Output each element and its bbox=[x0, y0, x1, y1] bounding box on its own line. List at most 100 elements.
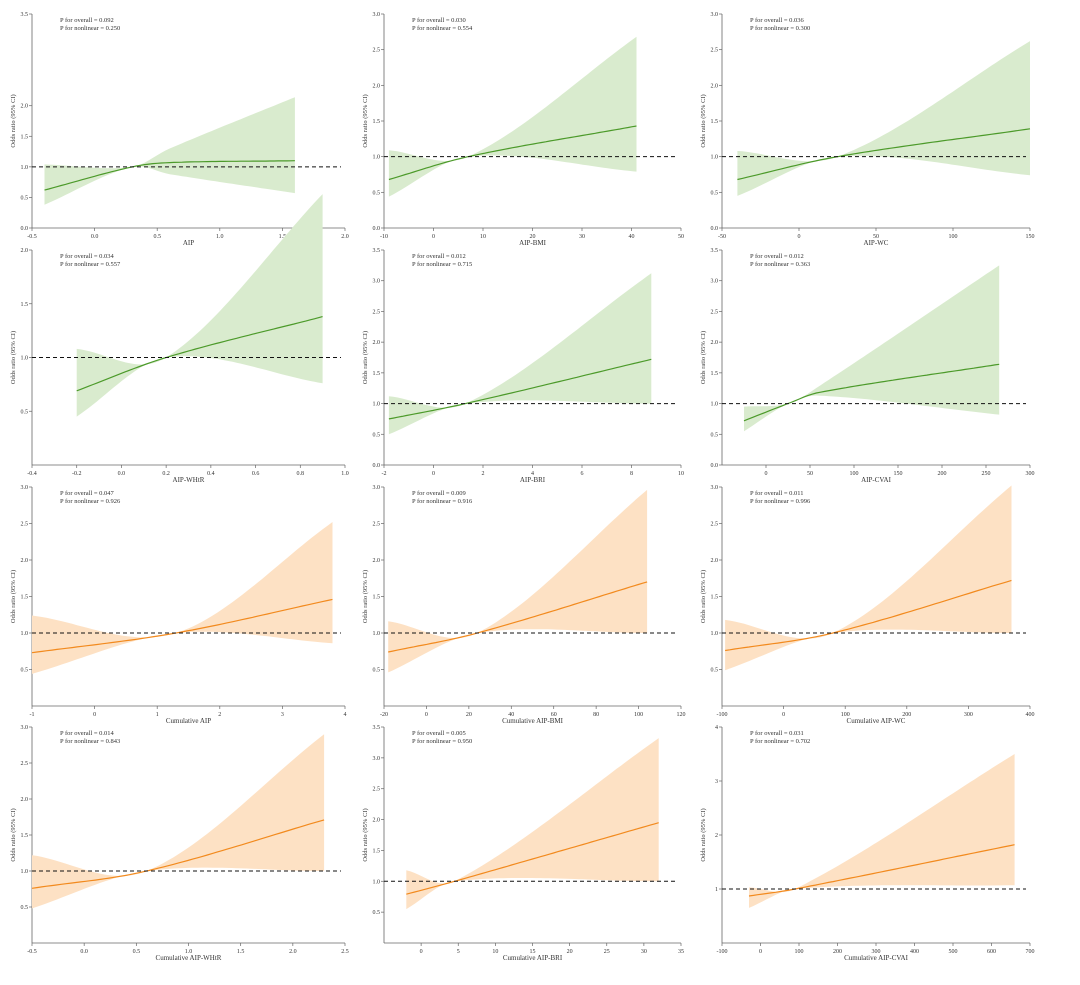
y-axis-label: Odds ratio (95% CI) bbox=[10, 331, 17, 384]
y-tick-label: 2.0 bbox=[711, 83, 719, 89]
y-axis-label: Odds ratio (95% CI) bbox=[700, 331, 707, 384]
x-tick-label: 200 bbox=[833, 949, 842, 955]
y-tick-label: 0.5 bbox=[21, 195, 29, 201]
x-tick-label: -0.5 bbox=[27, 949, 37, 955]
x-tick-label: 2.5 bbox=[341, 949, 349, 955]
x-tick-label: 0.5 bbox=[153, 234, 161, 240]
x-tick-label: 40 bbox=[629, 234, 635, 240]
ci-band bbox=[32, 522, 333, 674]
panel-12: -100 0 100 200 300 400 500 600 700 1 2 3 4 Cumulative… bbox=[700, 725, 1035, 962]
or-curve bbox=[31, 819, 325, 889]
x-tick-label: 120 bbox=[677, 712, 686, 718]
y-tick-label: 3 bbox=[715, 779, 718, 785]
y-tick-label: 1.5 bbox=[21, 833, 29, 839]
y-tick-label: 1.0 bbox=[373, 402, 381, 408]
y-tick-label: 2.0 bbox=[21, 104, 29, 110]
x-tick-label: 2.0 bbox=[341, 234, 349, 240]
x-tick-label: 15 bbox=[530, 949, 536, 955]
y-tick-label: 1.0 bbox=[711, 155, 719, 161]
x-tick-label: -2 bbox=[382, 471, 387, 477]
x-tick-label: 150 bbox=[894, 471, 903, 477]
x-tick-label: 50 bbox=[678, 234, 684, 240]
x-tick-label: 2.0 bbox=[289, 949, 297, 955]
x-axis-label: AIP-CVAI bbox=[861, 476, 891, 484]
panel-1: -0.5 0.0 0.5 1.0 1.5 2.0 0.0 0.5 1.0 1.5 2.0 3.5 AIP… bbox=[10, 12, 349, 247]
x-axis-label: Cumulative AIP-CVAI bbox=[844, 954, 909, 962]
y-tick-label: 2.5 bbox=[711, 48, 719, 54]
panel-9: -100 0 100 200 300 400 0.5 1.0 1.5 2.0 2.5 3.0 Cumul… bbox=[700, 485, 1035, 725]
ci-band bbox=[32, 734, 325, 909]
y-tick-label: 1.5 bbox=[373, 848, 381, 854]
p-nonlinear-text: P for nonlinear = 0.950 bbox=[412, 738, 472, 745]
p-overall-text: P for overall = 0.031 bbox=[750, 730, 804, 737]
x-tick-label: 4 bbox=[531, 471, 534, 477]
x-tick-label: 300 bbox=[1026, 471, 1035, 477]
or-curve bbox=[31, 598, 333, 654]
p-nonlinear-text: P for nonlinear = 0.843 bbox=[60, 738, 120, 745]
x-tick-label: 20 bbox=[466, 712, 472, 718]
x-tick-label: 100 bbox=[795, 949, 804, 955]
y-tick-label: 0.0 bbox=[711, 463, 719, 469]
x-tick-label: 300 bbox=[964, 712, 973, 718]
panel-2: -10 0 10 20 30 40 50 0.0 0.5 1.0 1.5 2.0 2.5 3.0 AIP-B… bbox=[362, 12, 684, 247]
x-tick-label: 20 bbox=[530, 234, 536, 240]
x-axis-label: Cumulative AIP-WHtR bbox=[156, 954, 222, 962]
x-tick-label: -0.5 bbox=[27, 234, 37, 240]
y-tick-label: 0.0 bbox=[21, 226, 29, 232]
x-tick-label: 0 bbox=[420, 949, 423, 955]
or-curve bbox=[743, 363, 1000, 422]
y-axis-label: Odds ratio (95% CI) bbox=[10, 94, 17, 147]
y-tick-label: 0.0 bbox=[711, 226, 719, 232]
p-overall-text: P for overall = 0.047 bbox=[60, 490, 115, 497]
y-tick-label: 3.0 bbox=[711, 279, 719, 285]
y-axis-label: Odds ratio (95% CI) bbox=[10, 570, 17, 623]
x-axis-label: AIP-BMI bbox=[519, 239, 547, 247]
x-tick-label: 2 bbox=[482, 471, 485, 477]
ci-band bbox=[388, 36, 637, 197]
y-tick-label: 4 bbox=[715, 725, 718, 731]
x-axis-label: AIP-BRI bbox=[520, 476, 546, 484]
y-tick-label: 3.0 bbox=[21, 485, 29, 491]
or-curve bbox=[737, 128, 1031, 181]
y-tick-label: 2.0 bbox=[21, 558, 29, 564]
or-curve bbox=[388, 581, 648, 653]
or-curve bbox=[406, 822, 659, 895]
y-tick-label: 2.0 bbox=[21, 248, 29, 254]
p-overall-text: P for overall = 0.012 bbox=[412, 253, 466, 260]
y-axis-label: Odds ratio (95% CI) bbox=[700, 94, 707, 147]
x-tick-label: -1 bbox=[30, 712, 35, 718]
y-axis-label: Odds ratio (95% CI) bbox=[362, 808, 369, 861]
y-tick-label: 0.5 bbox=[373, 910, 381, 916]
y-tick-label: 2.5 bbox=[711, 309, 719, 315]
y-tick-label: 2.0 bbox=[373, 818, 381, 824]
x-tick-label: 35 bbox=[678, 949, 684, 955]
x-tick-label: -50 bbox=[718, 234, 726, 240]
x-tick-label: 200 bbox=[938, 471, 947, 477]
x-tick-label: 0.2 bbox=[162, 471, 170, 477]
x-tick-label: 25 bbox=[604, 949, 610, 955]
x-tick-label: -0.2 bbox=[72, 471, 82, 477]
x-tick-label: 1.5 bbox=[279, 234, 287, 240]
y-tick-label: 3.0 bbox=[373, 279, 381, 285]
x-axis-label: Cumulative AIP-BMI bbox=[502, 717, 564, 725]
y-tick-label: 1.0 bbox=[21, 356, 29, 362]
panel-3: -50 0 50 100 150 0.0 0.5 1.0 1.5 2.0 2.5 3.0 AIP-WC O… bbox=[700, 12, 1035, 247]
ci-band bbox=[744, 265, 1000, 432]
x-tick-label: 0 bbox=[425, 712, 428, 718]
x-tick-label: 6 bbox=[581, 471, 584, 477]
x-tick-label: 2 bbox=[218, 712, 221, 718]
x-tick-label: 400 bbox=[910, 949, 919, 955]
x-tick-label: 0 bbox=[798, 234, 801, 240]
x-axis-label: AIP-WHtR bbox=[173, 476, 205, 484]
panel-8: -20 0 20 40 60 80 100 120 0.5 1.0 1.5 2.0 2.5 3.0 Cumu… bbox=[362, 485, 686, 725]
x-tick-label: 0 bbox=[432, 234, 435, 240]
x-tick-label: 0 bbox=[782, 712, 785, 718]
x-tick-label: 0.4 bbox=[207, 471, 215, 477]
panel-4: -0.4 -0.2 0.0 0.2 0.4 0.6 0.8 1.0 0.5 1.0 1.5 2.0 AI… bbox=[10, 194, 349, 484]
y-tick-label: 1.0 bbox=[373, 631, 381, 637]
x-tick-label: 0 bbox=[765, 471, 768, 477]
x-tick-label: 100 bbox=[949, 234, 958, 240]
y-tick-label: 3.5 bbox=[711, 248, 719, 254]
x-tick-label: 0.6 bbox=[252, 471, 260, 477]
